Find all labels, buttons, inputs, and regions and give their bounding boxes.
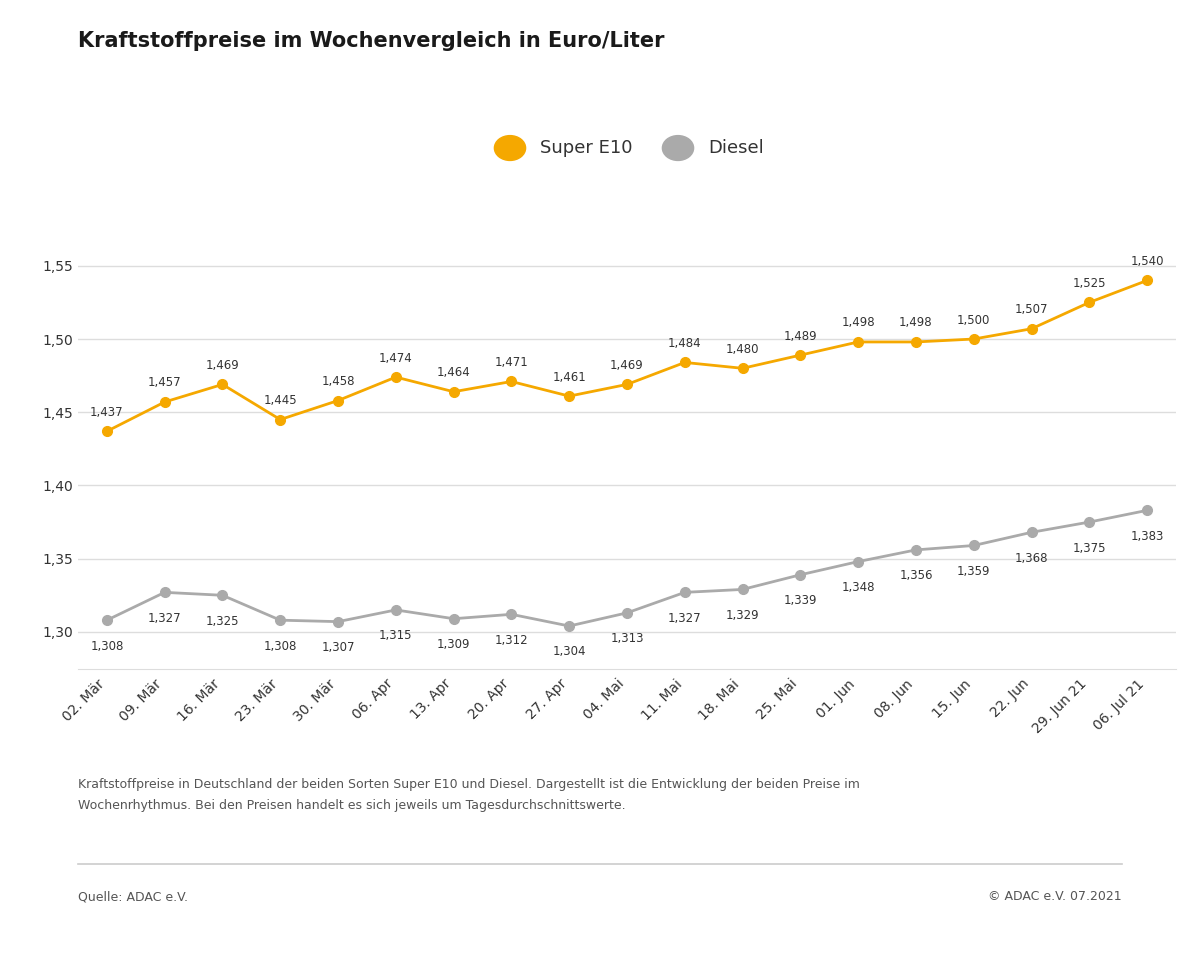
Text: 1,329: 1,329: [726, 609, 760, 622]
Text: 1,368: 1,368: [1015, 552, 1049, 564]
Text: Kraftstoffpreise im Wochenvergleich in Euro/Liter: Kraftstoffpreise im Wochenvergleich in E…: [78, 31, 665, 51]
Text: 1,474: 1,474: [379, 351, 413, 365]
Text: 1,327: 1,327: [148, 612, 181, 625]
Text: Wochenrhythmus. Bei den Preisen handelt es sich jeweils um Tagesdurchschnittswer: Wochenrhythmus. Bei den Preisen handelt …: [78, 799, 625, 813]
Text: 1,471: 1,471: [494, 356, 528, 369]
Text: 1,540: 1,540: [1130, 255, 1164, 268]
Text: 1,525: 1,525: [1073, 277, 1106, 290]
Text: 1,304: 1,304: [552, 646, 586, 659]
Text: 1,464: 1,464: [437, 366, 470, 379]
Text: 1,315: 1,315: [379, 629, 413, 643]
Text: 1,327: 1,327: [668, 612, 702, 625]
Text: 1,308: 1,308: [90, 640, 124, 652]
Text: 1,313: 1,313: [611, 632, 643, 646]
Text: 1,507: 1,507: [1015, 304, 1049, 316]
Text: 1,469: 1,469: [205, 359, 239, 371]
Text: 1,437: 1,437: [90, 406, 124, 419]
Text: 1,469: 1,469: [610, 359, 644, 371]
Text: 1,339: 1,339: [784, 594, 817, 607]
Text: 1,489: 1,489: [784, 329, 817, 343]
Text: 1,480: 1,480: [726, 343, 760, 356]
Text: © ADAC e.V. 07.2021: © ADAC e.V. 07.2021: [989, 890, 1122, 903]
Text: 1,308: 1,308: [264, 640, 296, 652]
Text: 1,458: 1,458: [322, 375, 355, 388]
Text: 1,325: 1,325: [205, 615, 239, 627]
Text: 1,498: 1,498: [841, 316, 875, 329]
Text: Super E10: Super E10: [540, 139, 632, 157]
Text: 1,383: 1,383: [1130, 530, 1164, 542]
Text: 1,457: 1,457: [148, 376, 181, 390]
Text: 1,375: 1,375: [1073, 541, 1106, 555]
Text: 1,359: 1,359: [956, 565, 990, 578]
Text: Diesel: Diesel: [708, 139, 763, 157]
Text: 1,484: 1,484: [668, 337, 702, 350]
Text: 1,307: 1,307: [322, 641, 355, 654]
Text: 1,445: 1,445: [264, 394, 298, 407]
Text: 1,348: 1,348: [841, 581, 875, 594]
Text: 1,500: 1,500: [958, 313, 990, 327]
Text: 1,498: 1,498: [899, 316, 932, 329]
Text: 1,312: 1,312: [494, 634, 528, 647]
Text: 1,356: 1,356: [899, 569, 932, 583]
Text: 1,461: 1,461: [552, 371, 586, 384]
Text: Kraftstoffpreise in Deutschland der beiden Sorten Super E10 und Diesel. Dargeste: Kraftstoffpreise in Deutschland der beid…: [78, 778, 860, 792]
Text: 1,309: 1,309: [437, 638, 470, 651]
Text: Quelle: ADAC e.V.: Quelle: ADAC e.V.: [78, 890, 188, 903]
